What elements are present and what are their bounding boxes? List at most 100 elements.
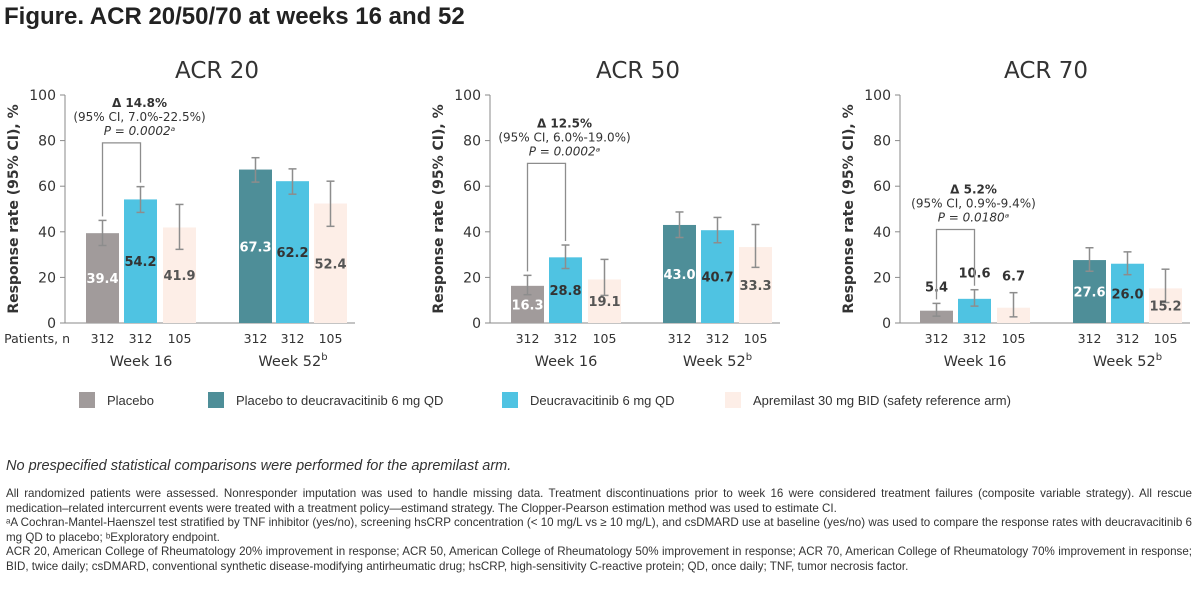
bar-value-label: 33.3 (739, 279, 771, 294)
legend-label: Deucravacitinib 6 mg QD (530, 392, 675, 408)
y-tick-label: 60 (463, 179, 481, 195)
bar-value-label: 39.4 (86, 272, 118, 287)
y-tick-label: 100 (29, 88, 56, 104)
bar-value-label: 26.0 (1111, 287, 1143, 302)
legend-label: Placebo to deucravacitinib 6 mg QD (236, 392, 444, 408)
bar-value-label: 54.2 (124, 255, 156, 270)
bar (124, 199, 157, 323)
y-tick-label: 40 (38, 225, 56, 241)
y-tick-label: 0 (882, 316, 891, 332)
patients-label: Patients, n (4, 331, 70, 346)
bar-value-label: 43.0 (663, 268, 695, 283)
significance-bracket (935, 228, 976, 300)
patients-n-label: 105 (168, 331, 192, 346)
y-axis-label: Response rate (95% CI), % (431, 104, 447, 313)
y-tick-label: 60 (873, 179, 891, 195)
legend-swatch (208, 392, 224, 408)
annotation-text: Δ 5.2% (950, 183, 997, 197)
group-label: Week 52b (683, 352, 752, 370)
group-label-superscript: b (746, 352, 752, 363)
bar-value-label: 40.7 (701, 271, 733, 286)
y-tick-label: 40 (873, 225, 891, 241)
y-tick-label: 80 (873, 134, 891, 150)
legend-item-placebo-to-deucravacitinib: Placebo to deucravacitinib 6 mg QD (208, 392, 443, 408)
bar-value-label: 19.1 (588, 295, 620, 310)
apremilast-note: No prespecified statistical comparisons … (6, 458, 512, 474)
patients-n-label: 312 (516, 331, 540, 346)
y-tick-label: 20 (38, 270, 56, 286)
y-tick-label: 60 (38, 179, 56, 195)
patients-n-label: 312 (706, 331, 730, 346)
chart-legend: Placebo Placebo to deucravacitinib 6 mg … (0, 392, 1200, 414)
chart-title: ACR 20 (175, 58, 259, 84)
y-tick-label: 40 (463, 225, 481, 241)
patients-n-label: 312 (668, 331, 692, 346)
y-tick-label: 20 (873, 270, 891, 286)
legend-label: Placebo (107, 392, 154, 408)
legend-item-deucravacitinib: Deucravacitinib 6 mg QD (502, 392, 675, 408)
annotation-text: P = 0.0180ᵃ (938, 211, 1010, 225)
patients-n-label: 312 (129, 331, 153, 346)
legend-swatch (725, 392, 741, 408)
y-tick-label: 100 (864, 88, 891, 104)
y-tick-label: 20 (463, 270, 481, 286)
annotation-text: (95% CI, 6.0%-19.0%) (498, 130, 630, 144)
bar-value-label: 62.2 (276, 246, 308, 261)
bar-value-label: 52.4 (314, 257, 346, 272)
y-tick-label: 0 (47, 316, 56, 332)
bar-value-label: 27.6 (1073, 286, 1105, 301)
annotation-text: Δ 12.5% (537, 116, 592, 130)
patients-n-label: 105 (1002, 331, 1026, 346)
group-label: Week 16 (535, 354, 598, 370)
group-label: Week 16 (944, 354, 1007, 370)
patients-n-label: 312 (91, 331, 115, 346)
annotation-text: (95% CI, 0.9%-9.4%) (911, 197, 1036, 211)
figure-title: Figure. ACR 20/50/70 at weeks 16 and 52 (4, 3, 465, 30)
y-tick-label: 80 (38, 134, 56, 150)
footnote-methods: All randomized patients were assessed. N… (6, 487, 1192, 515)
patients-n-label: 312 (1116, 331, 1140, 346)
legend-swatch (502, 392, 518, 408)
group-label-superscript: b (1156, 352, 1162, 363)
bar (86, 233, 119, 323)
patients-n-label: 312 (963, 331, 987, 346)
patients-n-label: 105 (593, 331, 617, 346)
group-label: Week 52b (1093, 352, 1162, 370)
significance-bracket (526, 162, 567, 272)
y-axis-label: Response rate (95% CI), % (6, 104, 22, 313)
patients-n-label: 105 (1154, 331, 1178, 346)
patients-n-label: 312 (281, 331, 305, 346)
annotation-text: Δ 14.8% (112, 96, 167, 110)
y-tick-label: 0 (472, 316, 481, 332)
patients-n-label: 312 (1078, 331, 1102, 346)
bar (276, 181, 309, 323)
significance-bracket (101, 142, 142, 217)
bar-value-label: 15.2 (1149, 300, 1181, 315)
y-tick-label: 100 (454, 88, 481, 104)
patients-n-label: 312 (554, 331, 578, 346)
acr-charts: ACR 20 Response rate (95% CI), % 0 20 40 60 80… (4, 58, 1190, 370)
legend-item-apremilast: Apremilast 30 mg BID (safety reference a… (725, 392, 1011, 408)
chart-title: ACR 70 (1004, 58, 1088, 84)
legend-item-placebo: Placebo (79, 392, 154, 408)
patients-n-label: 105 (319, 331, 343, 346)
annotation-text: P = 0.0002ᵃ (529, 144, 601, 158)
y-axis-label: Response rate (95% CI), % (841, 104, 857, 313)
patients-n-label: 312 (925, 331, 949, 346)
bar-value-label: 41.9 (163, 269, 195, 284)
bar-value-label: 16.3 (511, 298, 543, 313)
patients-n-label: 105 (744, 331, 768, 346)
footnote-abbreviations: ACR 20, American College of Rheumatology… (6, 545, 1192, 573)
bar-value-label: 6.7 (1002, 270, 1025, 285)
bar-value-label: 67.3 (239, 240, 271, 255)
y-tick-label: 80 (463, 134, 481, 150)
bar-value-label: 28.8 (549, 284, 581, 299)
legend-label: Apremilast 30 mg BID (safety reference a… (753, 392, 1011, 408)
bar (663, 224, 696, 323)
bar (239, 169, 272, 323)
chart-title: ACR 50 (596, 58, 680, 84)
annotation-text: P = 0.0002ᵃ (104, 124, 176, 138)
group-label-superscript: b (321, 352, 327, 363)
patients-n-label: 312 (244, 331, 268, 346)
legend-swatch (79, 392, 95, 408)
